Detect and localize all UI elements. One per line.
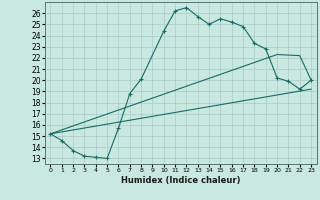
X-axis label: Humidex (Indice chaleur): Humidex (Indice chaleur) [121, 176, 241, 185]
